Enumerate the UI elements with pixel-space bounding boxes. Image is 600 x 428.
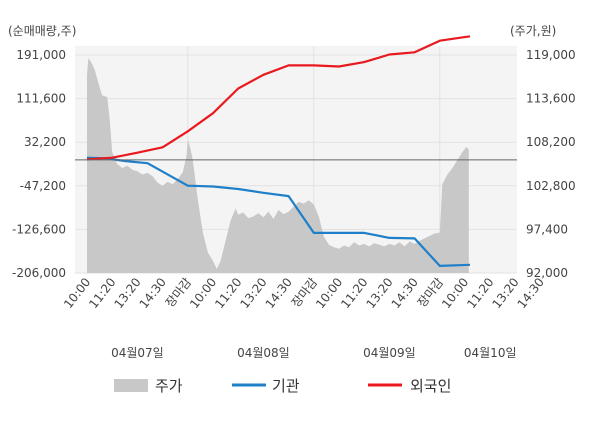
legend-label-institution: 기관 (272, 377, 300, 395)
legend-label-foreigner: 외국인 (410, 377, 451, 395)
left-axis-ticks: 191,000 111,600 32,200 -47,200 -126,600 -206,… (12, 48, 66, 280)
right-tick-label: 119,000 (526, 48, 576, 62)
x-tick-label: 14:30 (263, 275, 295, 311)
date-labels: 04월07일 04월08일 04월09일 04월10일 (111, 346, 516, 360)
x-tick-label: 10:00 (187, 275, 219, 311)
x-tick-label: 11:20 (86, 275, 118, 311)
right-axis-unit: (주가,원) (510, 24, 556, 38)
x-tick-label: 13:20 (363, 275, 395, 311)
left-axis-unit: (순매매량,주) (8, 24, 76, 38)
date-label: 04월09일 (363, 346, 416, 360)
x-tick-label: 14:30 (389, 275, 421, 311)
left-tick-label: 191,000 (16, 48, 66, 62)
date-label: 04월07일 (111, 346, 164, 360)
date-label: 04월10일 (464, 346, 517, 360)
right-tick-label: 102,800 (526, 179, 576, 193)
right-tick-label: 92,000 (526, 266, 568, 280)
price-area (87, 58, 469, 274)
x-tick-label: 10:00 (61, 275, 93, 311)
left-tick-label: -47,200 (20, 179, 66, 193)
date-label: 04월08일 (237, 346, 290, 360)
left-tick-label: 32,200 (24, 135, 66, 149)
x-tick-label: 14:30 (137, 275, 169, 311)
x-tick-label: 14:30 (515, 275, 547, 311)
right-tick-label: 113,600 (526, 92, 576, 106)
x-tick-label: 13:20 (489, 275, 521, 311)
left-tick-label: -126,600 (12, 222, 66, 236)
right-tick-label: 97,400 (526, 222, 568, 236)
legend-swatch-price (114, 379, 148, 392)
foreigner-line (86, 35, 471, 161)
flow-lines-layer (86, 35, 471, 267)
left-tick-label: -206,000 (12, 266, 66, 280)
x-tick-label: 10:00 (313, 275, 345, 311)
x-tick-label: 10:00 (439, 275, 471, 311)
legend-label-price: 주가 (155, 377, 183, 395)
x-tick-label: 13:20 (237, 275, 269, 311)
price-area-layer (87, 58, 469, 274)
x-tick-label: 11:20 (212, 275, 244, 311)
institution-line (86, 156, 471, 267)
x-axis-ticks: 10:0011:2013:2014:30장마감10:0011:2013:2014… (61, 275, 547, 311)
legend: 주가 기관 외국인 (114, 377, 451, 395)
right-tick-label: 108,200 (526, 135, 576, 149)
x-tick-label: 11:20 (338, 275, 370, 311)
right-axis-ticks: 119,000 113,600 108,200 102,800 97,400 92,000 (526, 48, 576, 280)
left-tick-label: 111,600 (16, 92, 66, 106)
x-tick-label: 13:20 (111, 275, 143, 311)
x-tick-label: 11:20 (464, 275, 496, 311)
